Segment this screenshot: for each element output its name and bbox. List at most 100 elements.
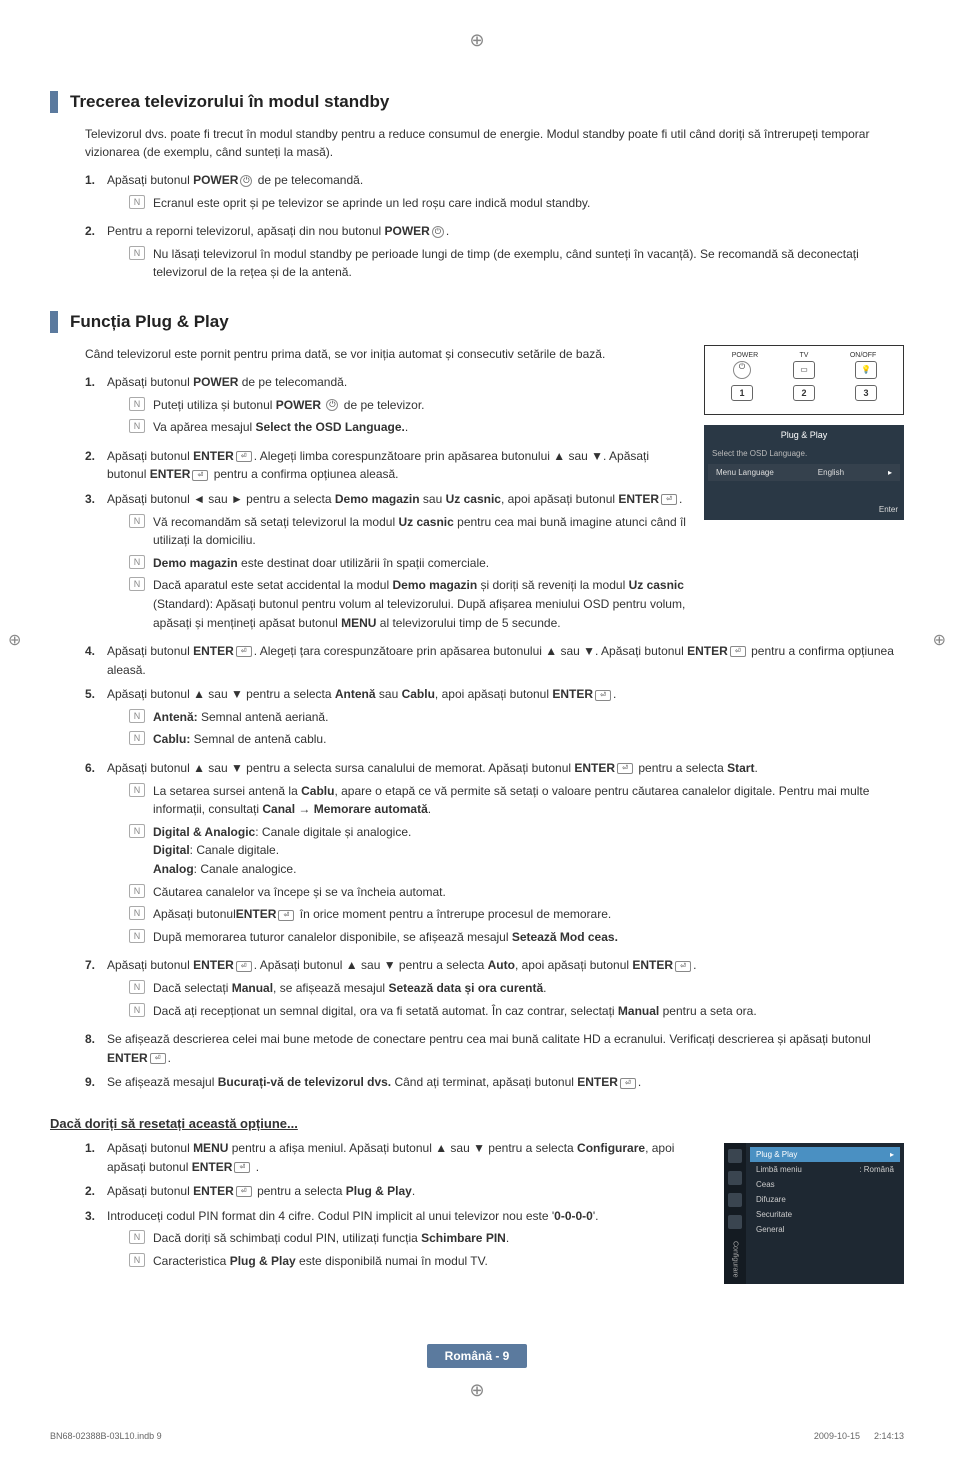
step-num: 1. — [85, 373, 107, 441]
note-icon: N — [129, 709, 145, 723]
sidebar-icon — [728, 1193, 742, 1207]
menu-label: General — [756, 1225, 784, 1234]
power-icon: ⏻ — [432, 226, 444, 238]
enter-icon: ⏎ — [617, 763, 633, 774]
note-icon: N — [129, 824, 145, 838]
note-icon: N — [129, 783, 145, 797]
menu-main: Plug & Play ▸ Limbă meniu : Română Ceas … — [746, 1143, 904, 1284]
label: ON/OFF — [850, 352, 876, 359]
power-icon: ⏻ — [733, 361, 751, 379]
note-icon: N — [129, 884, 145, 898]
pp-step9: 9. Se afișează mesajul Bucurați-vă de te… — [85, 1073, 904, 1092]
note-icon: N — [129, 1003, 145, 1017]
pp-step2: 2. Apăsați butonul ENTER⏎. Alegeți limba… — [85, 447, 689, 484]
step-num: 2. — [85, 222, 107, 286]
heading: Trecerea televizorului în modul standby — [70, 92, 389, 112]
menu-sidebar: Configurare — [724, 1143, 746, 1284]
menu-label: Limbă meniu — [756, 1165, 802, 1174]
step-body: Apăsați butonul ENTER⏎. Alegeți țara cor… — [107, 642, 904, 679]
note-text: Caracteristica Plug & Play este disponib… — [153, 1252, 709, 1271]
step-body: Apăsați butonul ▲ sau ▼ pentru a selecta… — [107, 759, 904, 950]
menu-label: Plug & Play — [756, 1150, 797, 1159]
note-icon: N — [129, 1230, 145, 1244]
enter-icon: ⏎ — [234, 1162, 250, 1173]
note-icon: N — [129, 731, 145, 745]
note-text: Apăsați butonulENTER⏎ în orice moment pe… — [153, 905, 904, 924]
note-text: Cablu: Semnal de antenă cablu. — [153, 730, 904, 749]
step-num: 1. — [85, 171, 107, 216]
step-num: 4. — [85, 642, 107, 679]
menu-item: Difuzare — [750, 1192, 900, 1207]
standby-step1: 1. Apăsați butonul POWER⏻ de pe telecoma… — [85, 171, 904, 216]
step-num: 5. — [85, 685, 107, 753]
standby-intro: Televizorul dvs. poate fi trecut în modu… — [85, 125, 904, 161]
sidebar-icon — [728, 1149, 742, 1163]
illustrations: POWER TV ON/OFF ⏻ ▭ 💡 1 2 3 Plug & Play … — [704, 345, 904, 520]
step-body: Apăsați butonul MENU pentru a afișa meni… — [107, 1139, 709, 1176]
bold: POWER — [193, 173, 238, 187]
step-num: 9. — [85, 1073, 107, 1092]
note-icon: N — [129, 246, 145, 260]
note-text: Nu lăsați televizorul în modul standby p… — [153, 245, 904, 282]
pp-step3: 3. Apăsați butonul ◄ sau ► pentru a sele… — [85, 490, 689, 636]
note-icon: N — [129, 577, 145, 591]
menu-item-active: Plug & Play ▸ — [750, 1147, 900, 1162]
doc-id: BN68-02388B-03L10.indb 9 — [50, 1431, 162, 1441]
enter-icon: ⏎ — [236, 1186, 252, 1197]
menu-item: Ceas — [750, 1177, 900, 1192]
osd-diagram: Plug & Play Select the OSD Language. Men… — [704, 425, 904, 520]
step-body: Apăsați butonul ENTER⏎. Apăsați butonul … — [107, 956, 904, 1024]
note-text: Demo magazin este destinat doar utilizăr… — [153, 554, 689, 573]
enter-icon: ⏎ — [730, 646, 746, 657]
step-body: Apăsați butonul ◄ sau ► pentru a selecta… — [107, 490, 689, 636]
note-icon: N — [129, 1253, 145, 1267]
sub-note: N Nu lăsați televizorul în modul standby… — [129, 245, 904, 282]
onoff-button: 💡 — [855, 361, 877, 379]
note-text: După memorarea tuturor canalelor disponi… — [153, 928, 904, 947]
section-plugplay-title: Funcția Plug & Play — [50, 311, 904, 333]
text: de pe telecomandă. — [254, 173, 363, 187]
page-number: Română - 9 — [427, 1344, 528, 1368]
num-button: 2 — [793, 385, 815, 401]
text: . — [446, 224, 449, 238]
registration-mark-right: ⊕ — [933, 630, 946, 650]
step-body: Apăsați butonul ▲ sau ▼ pentru a selecta… — [107, 685, 904, 753]
enter-icon: ⏎ — [595, 690, 611, 701]
timestamp: 2009-10-15 2:14:13 — [814, 1431, 904, 1441]
note-text: Antenă: Semnal antenă aeriană. — [153, 708, 904, 727]
menu-illustration: Configurare Plug & Play ▸ Limbă meniu : … — [724, 1143, 904, 1284]
label: POWER — [732, 352, 758, 359]
step-body: Apăsați butonul ENTER⏎. Alegeți limba co… — [107, 447, 689, 484]
step-body: Apăsați butonul POWER de pe telecomandă.… — [107, 373, 689, 441]
text: Apăsați butonul — [107, 173, 193, 187]
note-icon: N — [129, 929, 145, 943]
step-num: 7. — [85, 956, 107, 1024]
power-icon: ⏻ — [326, 399, 338, 411]
step-num: 1. — [85, 1139, 107, 1176]
arrow-icon: ▸ — [888, 468, 892, 477]
step-body: Apăsați butonul POWER⏻ de pe telecomandă… — [107, 171, 904, 216]
title-bar — [50, 311, 58, 333]
note-text: Căutarea canalelor va începe și se va în… — [153, 883, 904, 902]
note-text: La setarea sursei antenă la Cablu, apare… — [153, 782, 904, 819]
arrow-icon: ▸ — [890, 1150, 894, 1159]
step-body: Se afișează mesajul Bucurați-vă de telev… — [107, 1073, 904, 1092]
step-num: 3. — [85, 490, 107, 636]
note-icon: N — [129, 397, 145, 411]
text: Pentru a reporni televizorul, apăsați di… — [107, 224, 385, 238]
menu-label: Ceas — [756, 1180, 775, 1189]
note-icon: N — [129, 514, 145, 528]
step-num: 2. — [85, 1182, 107, 1201]
menu-label: Securitate — [756, 1210, 792, 1219]
osd-title: Plug & Play — [704, 425, 904, 445]
menu-value: : Română — [859, 1165, 894, 1174]
step-num: 6. — [85, 759, 107, 950]
title-bar — [50, 91, 58, 113]
section-standby-title: Trecerea televizorului în modul standby — [50, 91, 904, 113]
sub-note: N Ecranul este oprit și pe televizor se … — [129, 194, 904, 213]
num-button: 1 — [731, 385, 753, 401]
num-button: 3 — [855, 385, 877, 401]
footer-meta: BN68-02388B-03L10.indb 9 2009-10-15 2:14… — [50, 1431, 904, 1441]
note-icon: N — [129, 980, 145, 994]
step-body: Apăsați butonul ENTER⏎ pentru a selecta … — [107, 1182, 709, 1201]
